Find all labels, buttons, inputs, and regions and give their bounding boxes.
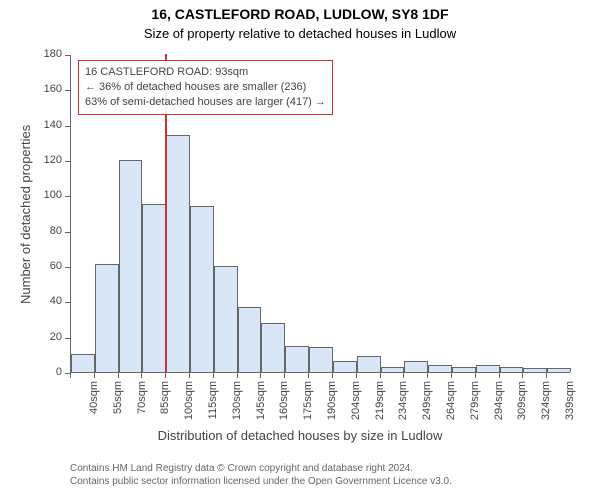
annotation-line: 16 CASTLEFORD ROAD: 93sqm	[85, 65, 326, 80]
xtick-mark	[189, 373, 190, 378]
footnote-line: Contains HM Land Registry data © Crown c…	[70, 462, 452, 475]
xtick-mark	[356, 373, 357, 378]
xtick-mark	[427, 373, 428, 378]
ytick-mark	[65, 267, 70, 268]
annotation-box: 16 CASTLEFORD ROAD: 93sqm← 36% of detach…	[78, 60, 333, 115]
bar	[95, 264, 119, 372]
xtick-mark	[70, 373, 71, 378]
ytick-label: 120	[34, 154, 62, 166]
chart-subtitle: Size of property relative to detached ho…	[0, 26, 600, 41]
bar	[476, 365, 500, 372]
ytick-label: 40	[34, 295, 62, 307]
bar	[547, 368, 571, 372]
x-axis-label: Distribution of detached houses by size …	[0, 428, 600, 443]
bar	[404, 361, 428, 372]
xtick-mark	[332, 373, 333, 378]
ytick-mark	[65, 302, 70, 303]
xtick-label: 115sqm	[207, 381, 219, 429]
bar	[381, 367, 405, 372]
ytick-mark	[65, 196, 70, 197]
xtick-label: 85sqm	[159, 381, 171, 429]
bar	[452, 367, 476, 372]
xtick-label: 279sqm	[469, 381, 481, 429]
xtick-label: 100sqm	[183, 381, 195, 429]
xtick-mark	[118, 373, 119, 378]
xtick-mark	[284, 373, 285, 378]
xtick-mark	[308, 373, 309, 378]
bar	[166, 135, 190, 372]
ytick-mark	[65, 161, 70, 162]
xtick-label: 190sqm	[326, 381, 338, 429]
xtick-mark	[141, 373, 142, 378]
bar	[523, 368, 547, 372]
bar	[119, 160, 143, 372]
xtick-mark	[260, 373, 261, 378]
ytick-label: 100	[34, 189, 62, 201]
bar	[500, 367, 524, 372]
xtick-label: 160sqm	[278, 381, 290, 429]
ytick-label: 60	[34, 260, 62, 272]
ytick-mark	[65, 90, 70, 91]
annotation-line: 63% of semi-detached houses are larger (…	[85, 95, 326, 110]
bar	[285, 346, 309, 373]
bar	[309, 347, 333, 372]
xtick-label: 175sqm	[302, 381, 314, 429]
ytick-mark	[65, 338, 70, 339]
footnote: Contains HM Land Registry data © Crown c…	[70, 462, 452, 488]
chart-title: 16, CASTLEFORD ROAD, LUDLOW, SY8 1DF	[0, 6, 600, 22]
xtick-mark	[237, 373, 238, 378]
xtick-mark	[546, 373, 547, 378]
footnote-line: Contains public sector information licen…	[70, 475, 452, 488]
xtick-label: 204sqm	[350, 381, 362, 429]
ytick-label: 160	[34, 83, 62, 95]
ytick-label: 180	[34, 48, 62, 60]
xtick-label: 339sqm	[564, 381, 576, 429]
ytick-label: 140	[34, 119, 62, 131]
ytick-mark	[65, 126, 70, 127]
xtick-mark	[165, 373, 166, 378]
bar	[238, 307, 262, 372]
xtick-label: 145sqm	[255, 381, 267, 429]
ytick-label: 0	[34, 366, 62, 378]
xtick-label: 264sqm	[445, 381, 457, 429]
xtick-label: 70sqm	[136, 381, 148, 429]
xtick-mark	[380, 373, 381, 378]
bar	[428, 365, 452, 372]
xtick-label: 55sqm	[112, 381, 124, 429]
bar	[214, 266, 238, 372]
bar	[333, 361, 357, 372]
ytick-mark	[65, 232, 70, 233]
bar	[190, 206, 214, 372]
xtick-mark	[213, 373, 214, 378]
ytick-label: 20	[34, 331, 62, 343]
xtick-label: 130sqm	[231, 381, 243, 429]
xtick-label: 234sqm	[397, 381, 409, 429]
y-axis-label: Number of detached properties	[18, 125, 33, 304]
xtick-label: 294sqm	[493, 381, 505, 429]
xtick-label: 324sqm	[540, 381, 552, 429]
bar	[357, 356, 381, 372]
ytick-label: 80	[34, 225, 62, 237]
xtick-mark	[522, 373, 523, 378]
bar	[71, 354, 95, 372]
xtick-label: 219sqm	[374, 381, 386, 429]
bar	[261, 323, 285, 372]
xtick-label: 309sqm	[516, 381, 528, 429]
xtick-label: 249sqm	[421, 381, 433, 429]
xtick-label: 40sqm	[88, 381, 100, 429]
bar	[142, 204, 166, 372]
ytick-mark	[65, 55, 70, 56]
xtick-mark	[475, 373, 476, 378]
xtick-mark	[451, 373, 452, 378]
xtick-mark	[499, 373, 500, 378]
annotation-line: ← 36% of detached houses are smaller (23…	[85, 80, 326, 95]
xtick-mark	[94, 373, 95, 378]
xtick-mark	[403, 373, 404, 378]
